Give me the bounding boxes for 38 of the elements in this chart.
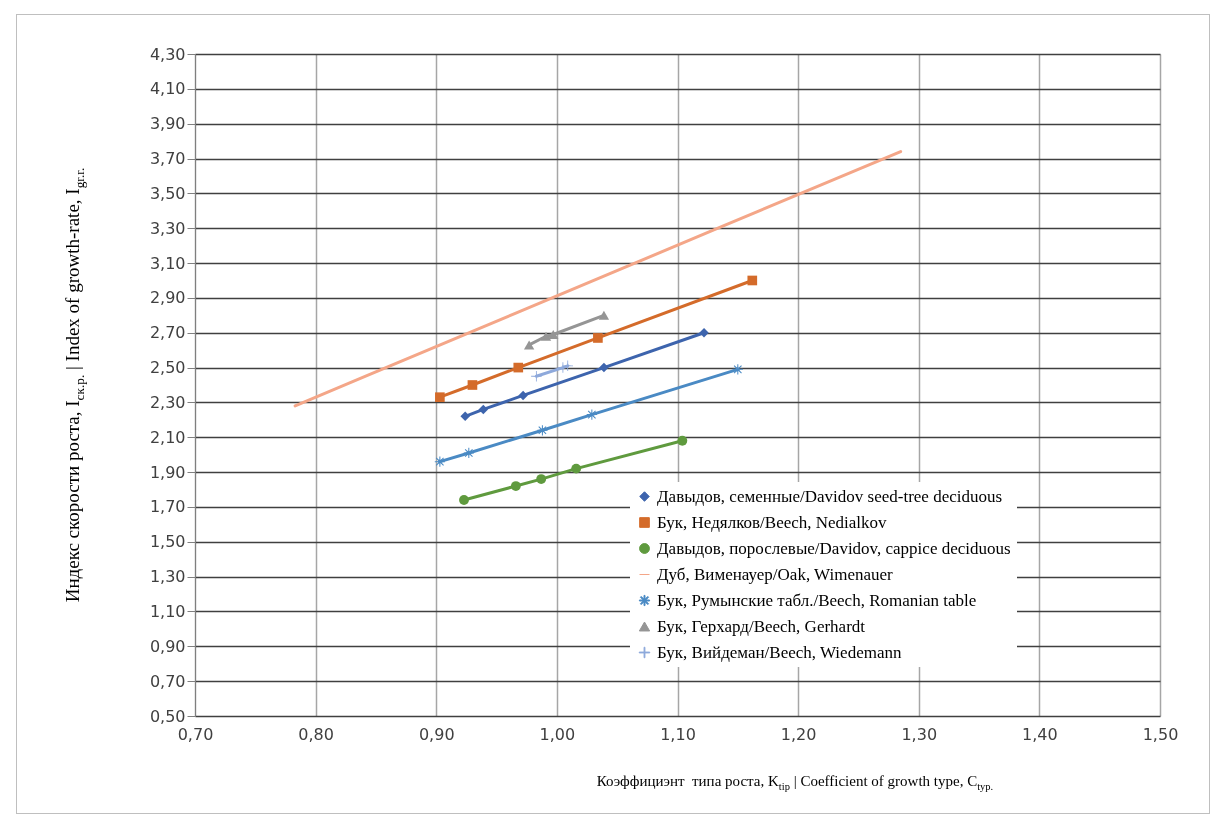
x-axis-title: Коэффициэнт типа роста, K$_{tip}$ | Coefficient of growth type, C$_{typ.}$	[596, 773, 994, 792]
x-tick-label: 0,70	[177, 724, 214, 744]
legend-label: Давыдов, семенные/Davidov seed-tree deciduous	[657, 486, 1003, 506]
y-tick-label: 3,90	[149, 114, 186, 134]
x-tick-label: 1,30	[901, 724, 938, 744]
legend-label: Дуб, Вименауер/Oak, Wimenauer	[657, 564, 894, 584]
y-tick-label: 2,70	[149, 323, 186, 343]
x-tick-label: 1,40	[1022, 724, 1058, 744]
y-tick-label: 2,30	[149, 392, 186, 412]
x-tick-label: 1,20	[780, 724, 817, 744]
y-tick-label: 1,30	[149, 567, 186, 587]
legend-label: Давыдов, порослевые/Davidov, cappice deciduous	[657, 538, 1011, 558]
y-tick-label: 3,70	[149, 149, 186, 169]
y-tick-label: 3,10	[149, 253, 186, 273]
y-tick-label: 2,50	[149, 358, 186, 378]
y-tick-label: 0,90	[149, 636, 186, 656]
legend-label: Бук, Вийдеман/Beech, Wiedemann	[657, 642, 902, 662]
legend-label: Бук, Герхард/Beech, Gerhardt	[657, 616, 866, 636]
x-tick-label: 1,50	[1142, 724, 1179, 744]
y-tick-label: 4,10	[149, 79, 186, 99]
y-tick-label: 1,50	[149, 532, 186, 552]
y-tick-label: 2,90	[149, 288, 186, 308]
y-tick-label: 2,10	[149, 427, 186, 447]
y-tick-label: 1,90	[149, 462, 186, 482]
legend-label: Бук, Недялков/Beech, Nedialkov	[657, 512, 888, 532]
y-tick-label: 1,10	[149, 601, 186, 621]
x-tick-label: 0,80	[298, 724, 334, 744]
x-tick-label: 1,10	[660, 724, 696, 744]
y-tick-label: 1,70	[149, 497, 186, 517]
y-tick-label: 3,50	[149, 183, 186, 203]
y-tick-label: 3,30	[149, 218, 186, 238]
y-tick-label: 0,50	[149, 706, 186, 726]
legend-label: Бук, Румынские табл./Beech, Romanian table	[657, 590, 977, 610]
x-tick-label: 0,90	[418, 724, 455, 744]
y-tick-label: 4,30	[149, 44, 186, 64]
y-tick-label: 0,70	[149, 671, 186, 691]
x-tick-label: 1,00	[539, 724, 576, 744]
line-series	[293, 150, 903, 408]
